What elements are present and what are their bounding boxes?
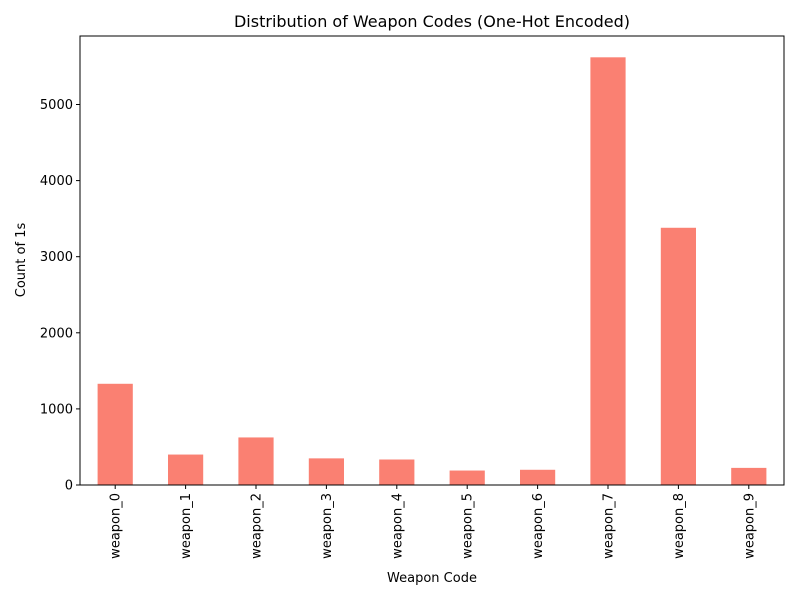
plot-area: 0 1000 2000 3000 4000 5000 weapon_0 weapon_1 wea… <box>40 57 767 559</box>
bar-weapon_3 <box>308 458 344 485</box>
x-tick-label: weapon_2 <box>250 493 265 559</box>
bar-weapon_6 <box>520 469 556 485</box>
y-tick-label: 1000 <box>40 402 73 417</box>
x-tick-label: weapon_1 <box>179 493 194 559</box>
x-tick-label: weapon_5 <box>461 493 476 559</box>
chart-title: Distribution of Weapon Codes (One-Hot En… <box>234 12 630 31</box>
y-tick-label: 3000 <box>40 250 73 265</box>
x-tick-label: weapon_8 <box>672 493 687 559</box>
bar-weapon_0 <box>97 383 133 485</box>
bar-weapon_8 <box>660 227 696 485</box>
y-axis-label: Count of 1s <box>14 223 29 298</box>
x-tick-label: weapon_7 <box>602 493 617 559</box>
x-tick-label: weapon_6 <box>531 493 546 559</box>
y-tick-label: 5000 <box>40 98 73 113</box>
bar-weapon_1 <box>168 454 204 485</box>
y-tick-label: 2000 <box>40 326 73 341</box>
bar-weapon_5 <box>449 470 485 485</box>
plot-frame <box>79 35 785 486</box>
bar-weapon_9 <box>731 467 767 485</box>
bar-weapon_7 <box>590 57 626 486</box>
bar-weapon_2 <box>238 437 274 485</box>
x-tick-label: weapon_3 <box>320 493 335 559</box>
x-tick-label: weapon_4 <box>390 493 405 559</box>
x-tick-label: weapon_0 <box>109 493 124 559</box>
bar-weapon_4 <box>379 459 415 485</box>
y-tick-label: 4000 <box>40 174 73 189</box>
y-tick-label: 0 <box>65 479 73 494</box>
x-axis-label: Weapon Code <box>387 571 477 586</box>
x-tick-label: weapon_9 <box>742 493 757 559</box>
